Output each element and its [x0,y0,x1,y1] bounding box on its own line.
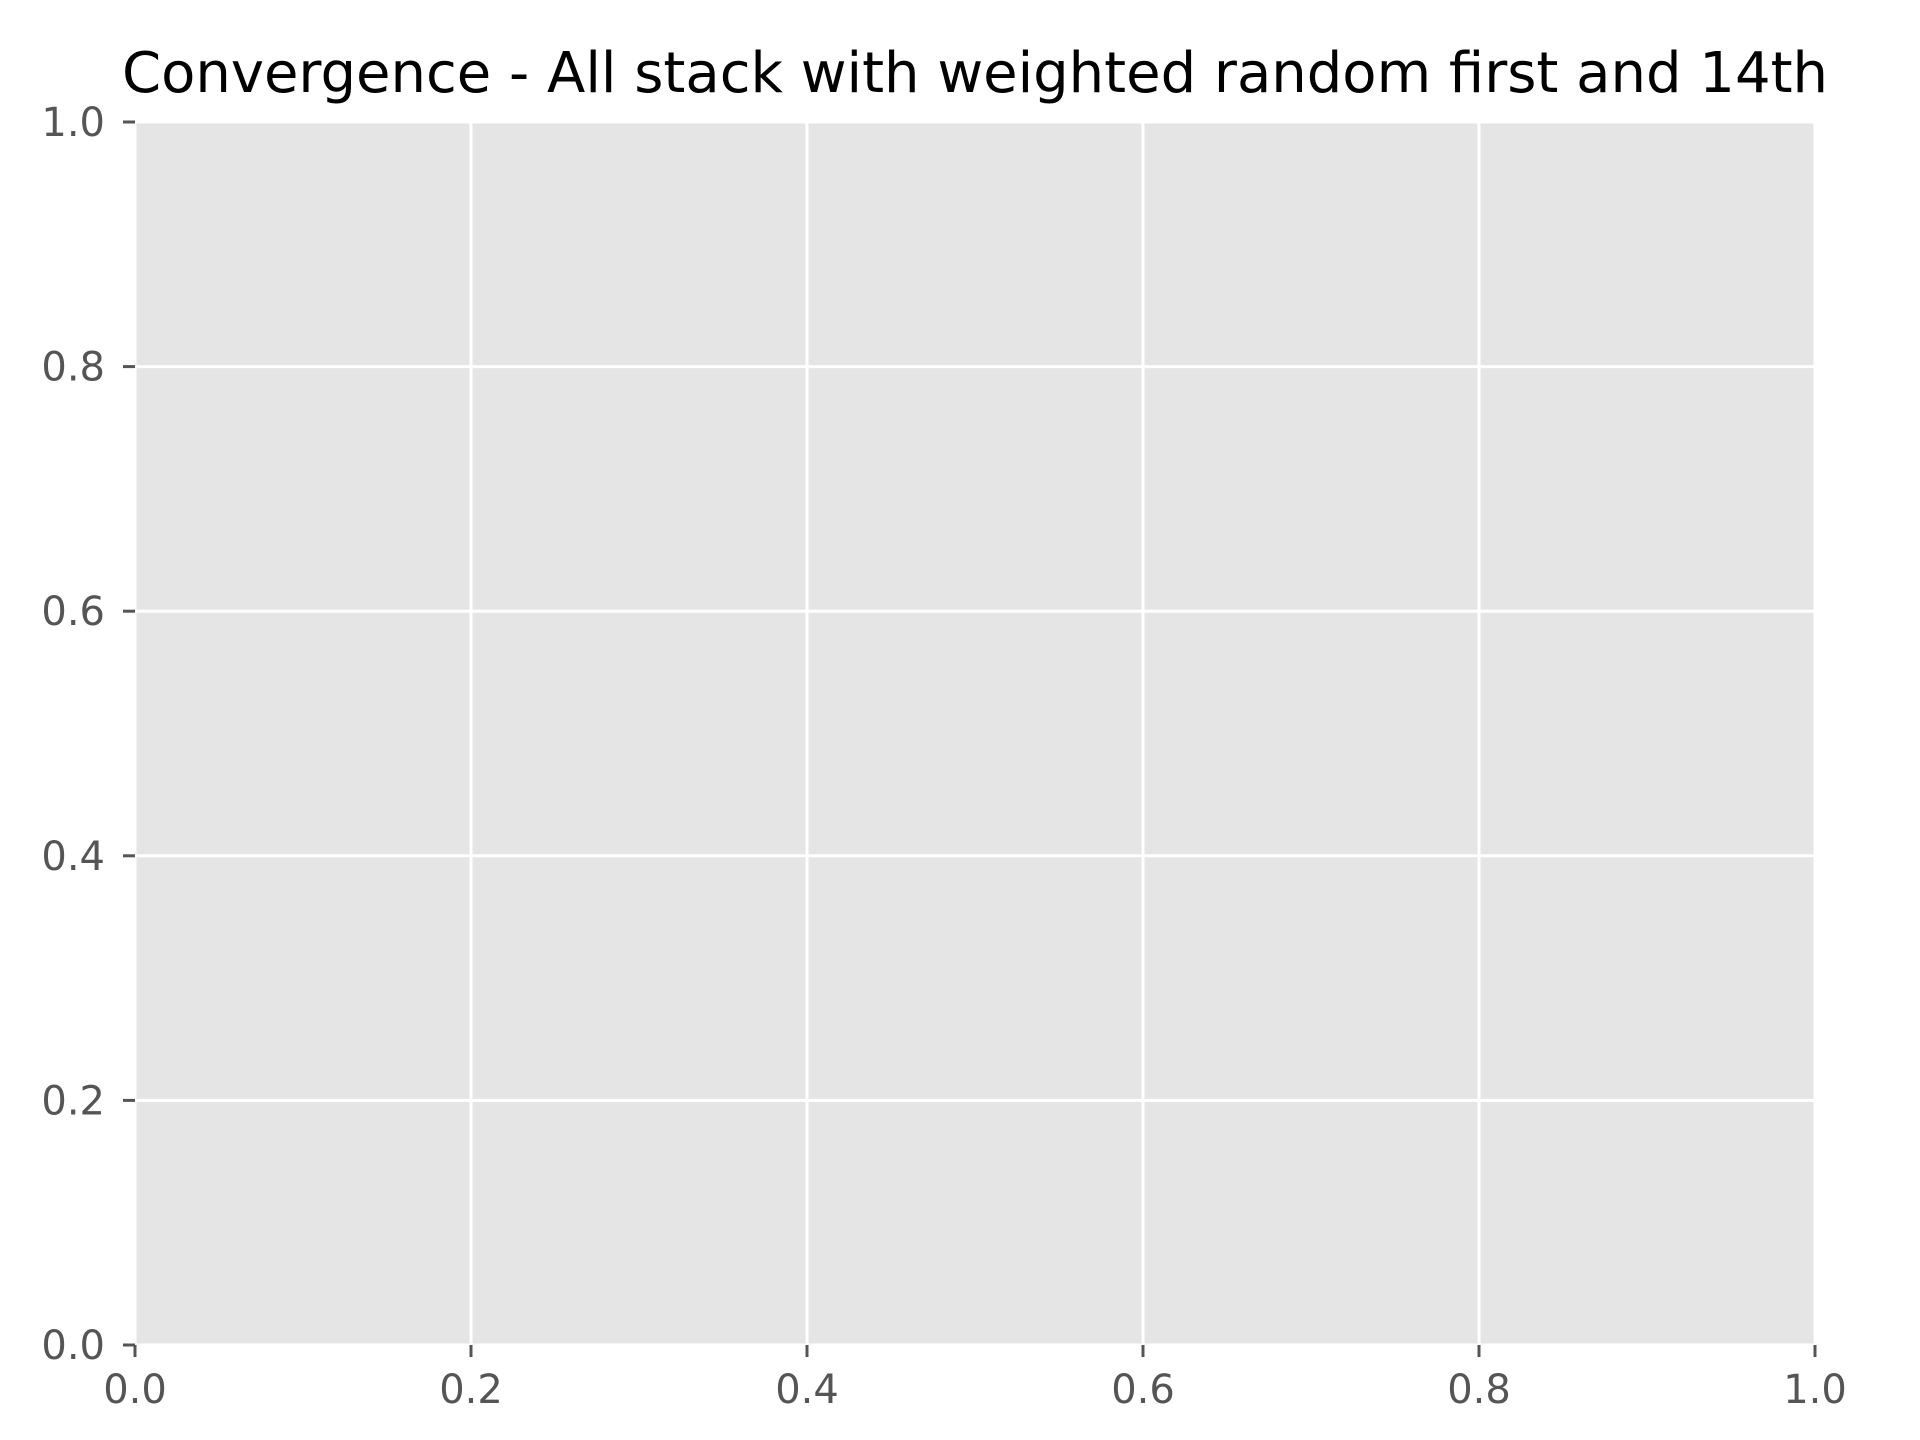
x-tick-label-2: 0.4 [775,1367,839,1413]
y-axis: 0.0 0.2 0.4 0.6 0.8 1.0 [41,100,135,1369]
y-tick-label-2: 0.4 [41,834,105,880]
x-tick-label-4: 0.8 [1447,1367,1511,1413]
y-tick-label-1: 0.2 [41,1078,105,1124]
chart-title: Convergence - All stack with weighted ra… [122,41,1828,106]
grid-lines [133,120,1817,1347]
plot-area [135,122,1815,1345]
x-axis: 0.0 0.2 0.4 0.6 0.8 1.0 [103,1345,1847,1413]
y-tick-label-4: 0.8 [41,345,105,391]
y-tick-label-0: 0.0 [41,1323,105,1369]
x-tick-label-5: 1.0 [1783,1367,1847,1413]
y-tick-label-3: 0.6 [41,589,105,635]
x-tick-label-0: 0.0 [103,1367,167,1413]
x-tick-label-3: 0.6 [1111,1367,1175,1413]
y-tick-label-5: 1.0 [41,100,105,146]
x-tick-label-1: 0.2 [439,1367,503,1413]
